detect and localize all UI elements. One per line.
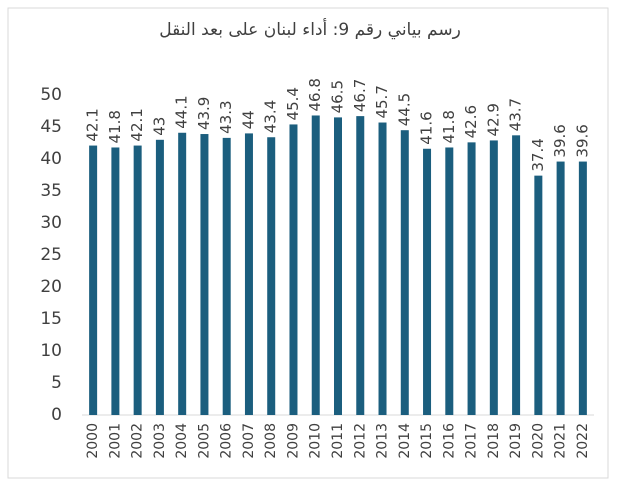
x-tick-label: 2010 bbox=[308, 423, 324, 459]
bar bbox=[556, 161, 565, 415]
value-label: 43.9 bbox=[195, 97, 213, 130]
y-tick-label: 20 bbox=[40, 277, 62, 297]
x-tick-label: 2022 bbox=[575, 423, 591, 459]
chart-title: رسم بياني رقم 9: أداء لبنان على بعد النق… bbox=[159, 18, 461, 40]
y-tick-label: 5 bbox=[51, 373, 62, 393]
x-tick-label: 2006 bbox=[219, 423, 235, 459]
value-label: 43.7 bbox=[507, 98, 525, 131]
value-label: 46.8 bbox=[306, 78, 324, 111]
bar bbox=[111, 147, 120, 416]
bar bbox=[512, 135, 521, 415]
bar bbox=[311, 115, 320, 415]
x-tick-label: 2009 bbox=[285, 423, 301, 459]
x-tick-label: 2021 bbox=[553, 423, 569, 459]
y-tick-label: 30 bbox=[40, 213, 62, 233]
x-tick-label: 2002 bbox=[130, 423, 146, 459]
value-label: 44.5 bbox=[395, 93, 413, 126]
value-label: 42.1 bbox=[84, 108, 102, 141]
y-tick-label: 0 bbox=[51, 405, 62, 425]
x-tick-label: 2017 bbox=[464, 423, 480, 459]
bar bbox=[267, 137, 276, 416]
bar bbox=[155, 139, 164, 416]
bar bbox=[356, 116, 365, 416]
x-tick-label: 2005 bbox=[196, 423, 212, 459]
value-label: 41.6 bbox=[418, 111, 436, 144]
bar bbox=[334, 117, 342, 416]
x-tick-label: 2004 bbox=[174, 423, 190, 459]
value-label: 37.4 bbox=[529, 138, 547, 171]
x-tick-label: 2015 bbox=[419, 423, 435, 459]
x-tick-label: 2007 bbox=[241, 423, 257, 459]
bar bbox=[244, 133, 253, 415]
x-tick-label: 2011 bbox=[330, 423, 346, 459]
bar bbox=[489, 140, 498, 415]
y-tick-label: 10 bbox=[40, 341, 62, 361]
value-label: 46.5 bbox=[329, 80, 347, 113]
x-tick-label: 2014 bbox=[397, 423, 413, 459]
y-tick-label: 45 bbox=[40, 117, 62, 137]
y-tick-label: 35 bbox=[40, 181, 62, 201]
value-label: 41.8 bbox=[106, 110, 124, 143]
bar bbox=[445, 147, 454, 416]
bar bbox=[178, 132, 187, 415]
x-tick-label: 2008 bbox=[263, 423, 279, 459]
value-label: 41.8 bbox=[440, 110, 458, 143]
bar bbox=[200, 134, 209, 416]
y-tick-label: 15 bbox=[40, 309, 62, 329]
bar bbox=[89, 145, 98, 415]
value-label: 43 bbox=[150, 117, 168, 136]
x-tick-label: 2020 bbox=[530, 423, 546, 459]
bar bbox=[423, 148, 432, 415]
bar bbox=[400, 130, 409, 415]
y-tick-label: 25 bbox=[40, 245, 62, 265]
x-tick-label: 2001 bbox=[107, 423, 123, 459]
value-label: 43.3 bbox=[217, 100, 235, 133]
value-label: 42.1 bbox=[128, 108, 146, 141]
value-label: 42.9 bbox=[484, 103, 502, 136]
value-label: 45.4 bbox=[284, 87, 302, 120]
y-tick-label: 40 bbox=[40, 149, 62, 169]
x-tick-label: 2013 bbox=[375, 423, 391, 459]
bar bbox=[467, 142, 476, 416]
x-tick-label: 2003 bbox=[152, 423, 168, 459]
x-tick-label: 2000 bbox=[85, 423, 101, 459]
value-label: 39.6 bbox=[573, 124, 591, 157]
value-label: 43.4 bbox=[262, 100, 280, 133]
y-tick-label: 50 bbox=[40, 85, 62, 105]
value-label: 45.7 bbox=[373, 85, 391, 118]
bar bbox=[289, 124, 298, 415]
x-tick-label: 2019 bbox=[508, 423, 524, 459]
bar bbox=[578, 161, 587, 415]
bar bbox=[378, 122, 387, 416]
chart-border bbox=[7, 7, 609, 479]
x-tick-label: 2018 bbox=[486, 423, 502, 459]
value-label: 44 bbox=[239, 110, 257, 129]
bar bbox=[133, 145, 142, 415]
value-label: 46.7 bbox=[351, 79, 369, 112]
x-tick-label: 2012 bbox=[352, 423, 368, 459]
bar bbox=[222, 137, 231, 415]
value-label: 42.6 bbox=[462, 105, 480, 138]
bar bbox=[534, 175, 543, 415]
value-label: 44.1 bbox=[173, 95, 191, 128]
x-tick-label: 2016 bbox=[441, 423, 457, 459]
value-label: 39.6 bbox=[551, 124, 569, 157]
